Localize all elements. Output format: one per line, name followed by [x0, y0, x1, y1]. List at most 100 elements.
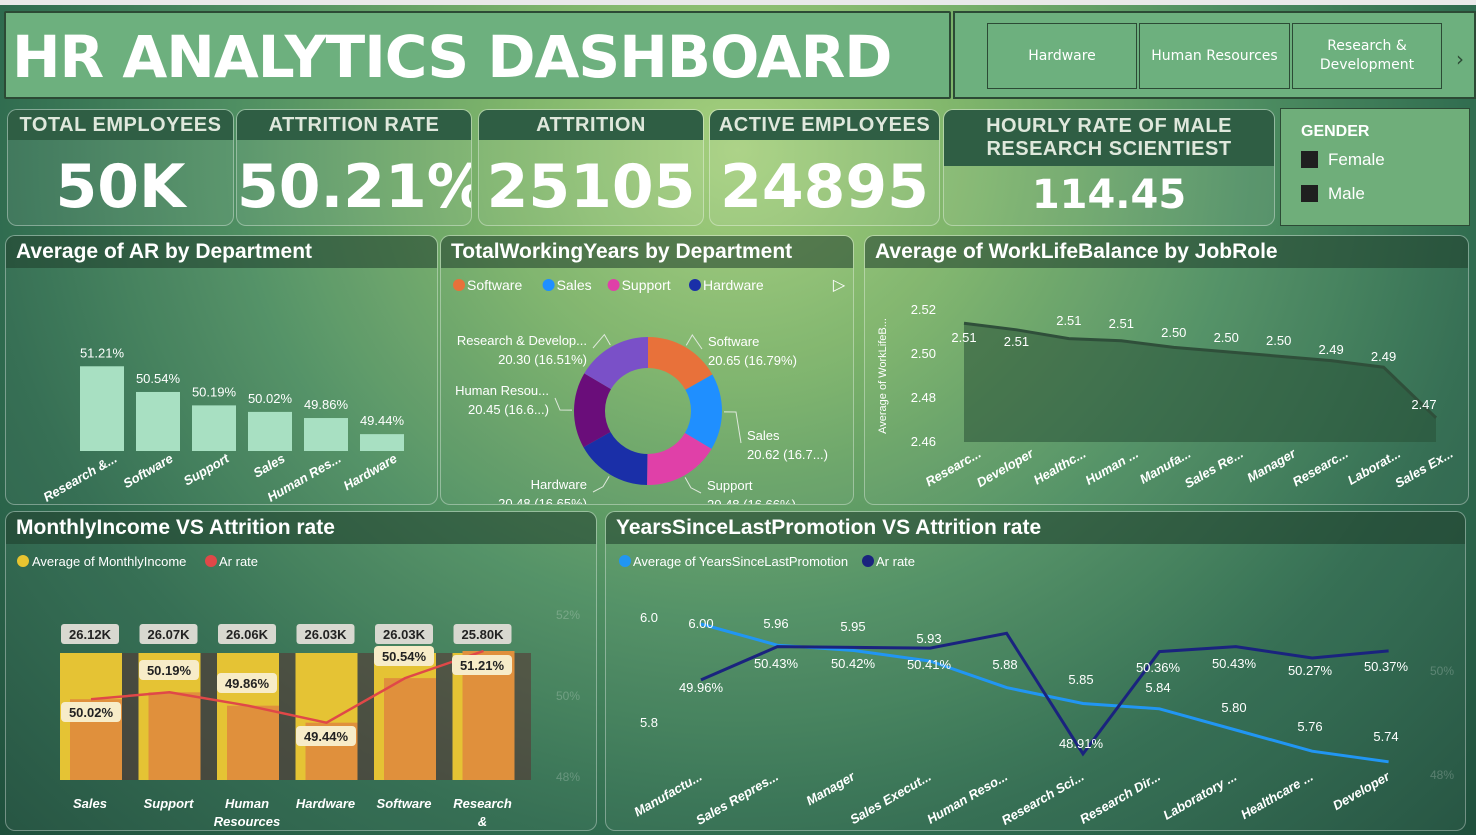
legend-marker: [542, 279, 555, 291]
category-label: Manufactu...: [631, 769, 704, 820]
ar-label: 50.19%: [147, 663, 192, 678]
slicer-item-research-development[interactable]: Research & Development: [1292, 23, 1442, 89]
category-label: Research: [453, 796, 512, 811]
kpi-value: 50K: [55, 152, 186, 222]
area-fill: [964, 323, 1436, 442]
legend-label: Software: [467, 277, 522, 293]
gender-option-female[interactable]: Female: [1301, 150, 1385, 170]
data-label: 2.50: [1161, 325, 1186, 340]
label-box: [61, 624, 119, 644]
donut-slice: [574, 373, 611, 448]
checkbox-icon[interactable]: [1301, 185, 1318, 202]
chart-plot: Average of MonthlyIncome Ar rate 52% 50% 48%…: [17, 554, 580, 829]
kpi-attrition-rate: ATTRITION RATE 50.21%: [236, 109, 472, 226]
slice-name-label: Research & Develop...: [457, 333, 587, 348]
label-box: [374, 646, 434, 666]
bar: [136, 391, 180, 451]
right-axis-label: 48%: [1430, 768, 1454, 782]
legend-marker: [862, 555, 874, 567]
legend-label: Hardware: [703, 277, 764, 293]
chart-plot: 51.21% Research &... 50.54% Software 50.19% S…: [41, 345, 405, 505]
kpi-attrition: ATTRITION 25105: [478, 109, 704, 226]
category-label: Sales Ex...: [1392, 446, 1455, 491]
category-label: Laboratory ...: [1160, 769, 1239, 823]
leader-line: [592, 333, 611, 349]
category-label: Research Sci...: [999, 769, 1087, 828]
chart-title: MonthlyIncome VS Attrition rate: [6, 512, 596, 544]
legend-label: Support: [622, 277, 671, 293]
category-label: Human ...: [1083, 446, 1141, 488]
chart-title: YearsSinceLastPromotion VS Attrition rat…: [606, 512, 1465, 544]
chart-promotion-vs-attrition: YearsSinceLastPromotion VS Attrition rat…: [605, 511, 1466, 831]
category-label: Researc...: [923, 446, 984, 490]
donut-slice: [684, 374, 722, 449]
leader-line: [592, 476, 610, 493]
y-tick-label: 2.48: [911, 390, 936, 405]
chevron-right-icon[interactable]: ›: [1456, 47, 1464, 71]
bar-gap: [200, 653, 217, 780]
chart-working-years: TotalWorkingYears by Department Software…: [440, 235, 854, 505]
label-box: [453, 624, 512, 644]
leader-line: [685, 334, 703, 350]
promo-label: 5.88: [992, 657, 1017, 672]
chart-plot: Average of YearsSinceLastPromotion Ar rat…: [619, 554, 1454, 828]
slice-name-label: Hardware: [531, 477, 587, 492]
slicer-item-hardware[interactable]: Hardware: [987, 23, 1137, 89]
gender-option-male[interactable]: Male: [1301, 184, 1365, 204]
data-label: 51.21%: [80, 345, 125, 360]
category-label: Researc...: [1290, 446, 1351, 490]
label-box: [139, 624, 198, 644]
chart-title: Average of WorkLifeBalance by JobRole: [865, 236, 1468, 268]
department-slicer: Hardware Human Resources Research & Deve…: [953, 11, 1476, 99]
y-tick-label: 2.52: [911, 302, 936, 317]
left-axis-label: 6.0: [640, 610, 658, 625]
category-label: Sales Re...: [1182, 446, 1246, 492]
title-panel: HR ANALYTICS DASHBOARD: [4, 11, 951, 99]
data-label: 2.50: [1214, 330, 1239, 345]
bar-gap: [357, 653, 374, 780]
promo-label: 5.96: [763, 616, 788, 631]
legend-marker: [607, 279, 620, 291]
checkbox-icon[interactable]: [1301, 151, 1318, 168]
label-box: [217, 673, 277, 693]
promo-label: 5.85: [1068, 672, 1093, 687]
kpi-label: ACTIVE EMPLOYEES: [710, 110, 939, 140]
leader-line: [684, 477, 702, 494]
gender-option-label: Male: [1328, 184, 1365, 203]
promo-label: 5.74: [1373, 729, 1398, 744]
category-label: Resources: [214, 814, 280, 829]
category-label: Developer: [1330, 768, 1393, 813]
data-label: 50.02%: [248, 391, 293, 406]
donut-slice: [584, 337, 648, 390]
category-label: Support: [144, 796, 194, 811]
legend-marker: [453, 279, 465, 291]
chart-ar-by-department: Average of AR by Department 51.21% Resear…: [5, 235, 438, 505]
ar-label: 49.44%: [304, 729, 349, 744]
category-label: Research &...: [41, 451, 120, 505]
legend-label: Ar rate: [876, 554, 915, 569]
legend-label: Ar rate: [219, 554, 258, 569]
slicer-item-human-resources[interactable]: Human Resources: [1139, 23, 1290, 89]
promo-label: 5.76: [1297, 719, 1322, 734]
chart-plot: Software Sales Support Hardware ▷ Software 20.…: [453, 277, 846, 504]
kpi-value: 24895: [720, 152, 929, 222]
ar-label: 50.54%: [382, 649, 427, 664]
label-box: [218, 624, 276, 644]
promo-label: 6.00: [688, 616, 713, 631]
right-axis-label: 48%: [556, 770, 580, 784]
leader-line: [723, 411, 742, 444]
bar-gap: [436, 653, 453, 780]
bar: [304, 418, 348, 451]
kpi-label: HOURLY RATE OF MALE RESEARCH SCIENTIEST: [944, 110, 1274, 166]
category-label: Research Dir...: [1077, 769, 1163, 827]
category-label: Sales: [251, 451, 288, 481]
ar-label: 50.36%: [1136, 660, 1181, 675]
promo-label: 5.84: [1145, 680, 1170, 695]
category-label: Sales Repres...: [693, 769, 781, 828]
right-axis-label: 50%: [556, 689, 580, 703]
category-label: Software: [120, 451, 175, 491]
gender-option-label: Female: [1328, 150, 1385, 169]
ar-overlap: [148, 692, 201, 780]
data-label: 2.47: [1411, 397, 1436, 412]
data-label: 49.86%: [304, 397, 349, 412]
